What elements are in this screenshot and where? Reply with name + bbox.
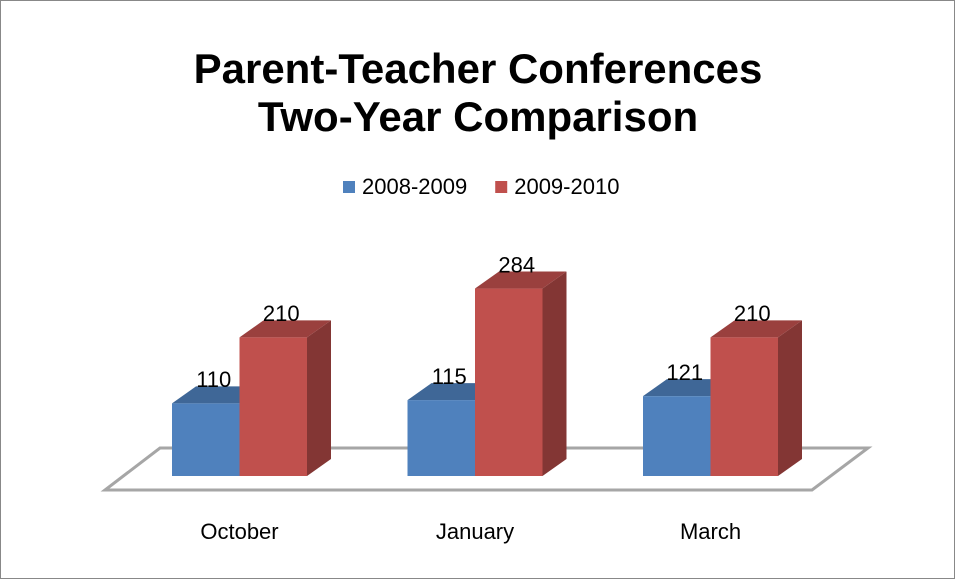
chart-title: Parent-Teacher Conferences: [194, 45, 763, 92]
x-tick-label: October: [200, 519, 278, 544]
bar: [710, 320, 802, 476]
bar-side: [307, 320, 331, 476]
bar-top: [710, 320, 802, 338]
x-tick-label: January: [436, 519, 514, 544]
x-tick-label: March: [680, 519, 741, 544]
bar-front: [172, 403, 240, 476]
data-label: 115: [432, 364, 467, 389]
chart-title: Two-Year Comparison: [258, 93, 698, 140]
bar-top: [475, 271, 567, 289]
bar-front: [239, 337, 307, 476]
legend-swatch: [495, 181, 508, 193]
bar-front: [407, 400, 475, 476]
data-label: 210: [734, 301, 771, 326]
bar: [475, 271, 567, 476]
legend-label: 2009-2010: [514, 174, 619, 199]
data-label: 284: [498, 252, 535, 277]
bar-front: [710, 337, 778, 476]
bar-top: [239, 320, 331, 338]
bar-front: [643, 396, 711, 476]
bar: [239, 320, 331, 476]
data-label: 121: [666, 360, 703, 385]
bar-front: [475, 288, 543, 476]
data-label: 110: [196, 367, 231, 392]
legend-label: 2008-2009: [362, 174, 467, 199]
legend-swatch: [343, 181, 355, 193]
data-label: 210: [263, 301, 300, 326]
bar-side: [542, 271, 567, 476]
bar-side: [778, 320, 802, 476]
